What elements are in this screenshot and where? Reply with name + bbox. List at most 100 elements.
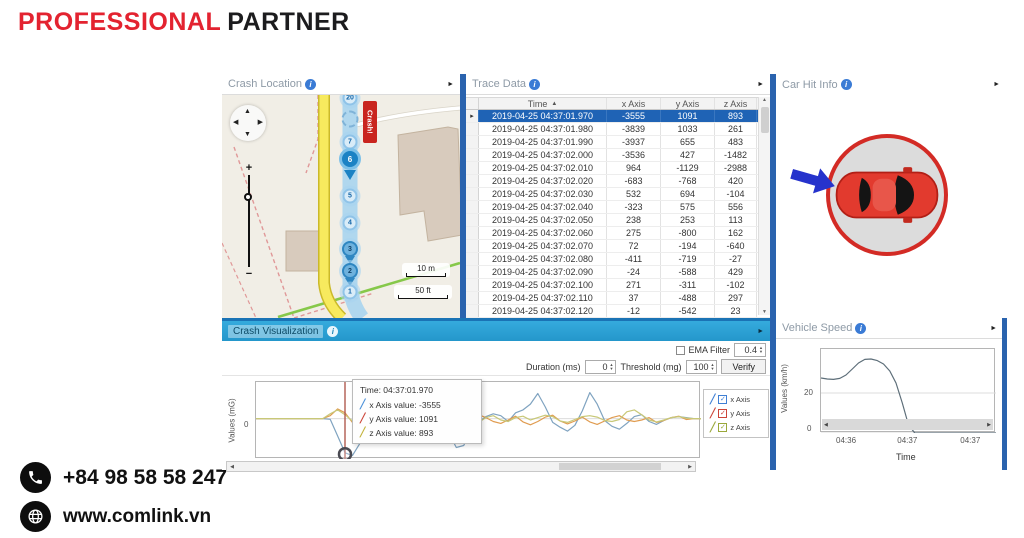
map-marker-2[interactable]: 2 [342,263,358,279]
trace-table-body: ▸ 2019-04-25 04:37:01.970 -3555 1091 893 2019… [466,110,770,318]
trace-table-header: Time ▲ x Axis y Axis z Axis [466,97,770,110]
map-marker-6[interactable]: 6 [339,148,361,170]
splitter-map-table[interactable] [460,74,466,318]
column-time[interactable]: Time ▲ [479,98,607,109]
table-row[interactable]: 2019-04-25 04:37:02.000 -3536 427 -1482 [466,149,770,162]
speed-x-tick: 04:37 [897,436,918,445]
collapse-icon[interactable]: ► [993,81,1000,88]
zoom-in-icon[interactable]: + [245,162,253,174]
brand-logo: PROFESSIONAL PARTNER [18,8,350,37]
filter-controls: EMA Filter 0.4 ▲ ▼ Duration (ms) 0 ▲ ▼ Thres… [222,341,770,376]
visualization-titlebar[interactable]: Crash Visualization i ► [222,321,770,341]
ema-value-stepper[interactable]: 0.4 ▲ ▼ [734,343,766,357]
pan-left-icon[interactable]: ◀ [233,119,239,126]
speed-0-tick: 0 [807,424,812,433]
trace-data-panel: Trace Data i ► Time ▲ x Axis y Axis z Axi… [466,74,770,318]
table-row[interactable]: 2019-04-25 04:37:02.010 964 -1129 -2988 [466,162,770,175]
column-y-axis[interactable]: y Axis [661,98,715,109]
threshold-stepper[interactable]: 100 ▲ ▼ [685,359,718,374]
speed-chart-scrollbar[interactable]: ◀ ▶ [822,419,993,430]
zoom-rail[interactable] [244,175,252,267]
y-series-swatch: ╱ [360,413,366,423]
info-icon[interactable]: i [840,79,852,90]
info-icon[interactable]: i [855,322,867,334]
legend-entry: ╱ ✓ x Axis [710,394,762,405]
series-label: x Axis [730,395,751,404]
info-icon[interactable]: i [305,78,316,90]
scroll-left-icon[interactable]: ◀ [824,421,828,428]
scroll-right-icon[interactable]: ▶ [688,463,692,470]
map-marker-4[interactable]: 4 [342,215,358,231]
table-row[interactable]: ▸ 2019-04-25 04:37:01.970 -3555 1091 893 [466,110,770,123]
table-row[interactable]: 2019-04-25 04:37:02.120 -12 -542 23 [466,305,770,318]
pan-right-icon[interactable]: ▶ [257,119,263,126]
table-row[interactable]: 2019-04-25 04:37:01.990 -3937 655 483 [466,136,770,149]
scroll-thumb[interactable] [559,463,661,470]
phone-icon [20,462,51,493]
verify-button[interactable]: Verify [721,359,766,374]
collapse-icon[interactable]: ► [757,80,764,88]
map-marker[interactable] [341,110,359,128]
splitter-right-edge[interactable] [1002,318,1007,470]
pan-up-icon[interactable]: ▲ [244,108,251,115]
collapse-icon[interactable]: ► [757,327,764,335]
scroll-up-icon[interactable]: ▲ [762,97,767,103]
table-row[interactable]: 2019-04-25 04:37:02.100 271 -311 -102 [466,279,770,292]
crash-map[interactable]: Crash! 20 7 6 5 4 3 2 1 ▲ ▼ ◀ ▶ + − 10 m 50 ft [222,95,460,318]
trace-table-scrollbar[interactable]: ▲ ▼ [758,97,770,315]
series-swatch: ╱ [710,408,716,418]
info-icon[interactable]: i [327,325,339,337]
table-row[interactable]: 2019-04-25 04:37:02.080 -411 -719 -27 [466,253,770,266]
car-hit-panel: Car Hit Info i ► [776,74,1006,318]
car-hit-diagram [826,134,948,256]
table-row[interactable]: 2019-04-25 04:37:02.090 -24 -588 429 [466,266,770,279]
column-x-axis[interactable]: x Axis [607,98,661,109]
crash-location-panel: Crash Location i ► [222,74,460,318]
table-row[interactable]: 2019-04-25 04:37:02.040 -323 575 556 [466,201,770,214]
info-icon[interactable]: i [529,78,541,90]
ema-filter-checkbox[interactable] [675,345,685,355]
website-url: www.comlink.vn [63,505,212,527]
accel-y-axis-label: Values (mG) [227,398,237,443]
table-row[interactable]: 2019-04-25 04:37:01.980 -3839 1033 261 [466,123,770,136]
scroll-left-icon[interactable]: ◀ [230,463,234,470]
table-row[interactable]: 2019-04-25 04:37:02.030 532 694 -104 [466,188,770,201]
column-z-axis[interactable]: z Axis [715,98,757,109]
scroll-right-icon[interactable]: ▶ [987,421,991,428]
series-legend: ╱ ✓ x Axis ╱ ✓ y Axis ╱ ✓ z Axis [703,389,769,438]
scroll-thumb[interactable] [760,107,769,133]
car-hit-title: Car Hit Info [782,78,838,91]
collapse-icon[interactable]: ► [447,80,454,88]
scroll-down-icon[interactable]: ▼ [762,309,767,315]
table-row[interactable]: 2019-04-25 04:37:02.060 275 -800 162 [466,227,770,240]
pan-down-icon[interactable]: ▼ [244,131,251,138]
series-swatch: ╱ [710,394,716,404]
car-hit-header: Car Hit Info i ► [776,74,1006,95]
map-marker-20[interactable]: 20 [342,95,358,106]
table-row[interactable]: 2019-04-25 04:37:02.110 37 -488 297 [466,292,770,305]
series-checkbox[interactable]: ✓ [718,423,728,432]
series-checkbox[interactable]: ✓ [718,409,728,418]
speed-chart[interactable]: ◀ ▶ [820,348,996,434]
tooltip-y-value: y Axis value: 1091 [369,413,438,424]
visualization-title: Crash Visualization [228,324,324,338]
series-checkbox[interactable]: ✓ [718,395,728,404]
ema-filter-label: EMA Filter [688,345,731,355]
brand-part1: PROFESSIONAL [18,8,222,36]
chart-hscrollbar[interactable]: ◀ ▶ [226,461,696,472]
map-marker-5[interactable]: 5 [342,188,358,204]
brand-part2: PARTNER [227,8,350,36]
map-marker-3[interactable]: 3 [342,241,358,257]
vehicle-speed-title: Vehicle Speed [782,322,853,334]
duration-stepper[interactable]: 0 ▲ ▼ [584,359,617,374]
table-row[interactable]: 2019-04-25 04:37:02.020 -683 -768 420 [466,175,770,188]
splitter-main-right[interactable] [770,74,776,470]
zoom-knob[interactable] [244,193,252,201]
collapse-icon[interactable]: ► [990,324,997,332]
map-marker-1[interactable]: 1 [342,284,358,300]
table-row[interactable]: 2019-04-25 04:37:02.050 238 253 113 [466,214,770,227]
table-row[interactable]: 2019-04-25 04:37:02.070 72 -194 -640 [466,240,770,253]
zoom-out-icon[interactable]: − [245,268,253,280]
map-pan-control[interactable]: ▲ ▼ ◀ ▶ [230,105,266,141]
map-zoom-slider[interactable]: + − [242,163,256,283]
